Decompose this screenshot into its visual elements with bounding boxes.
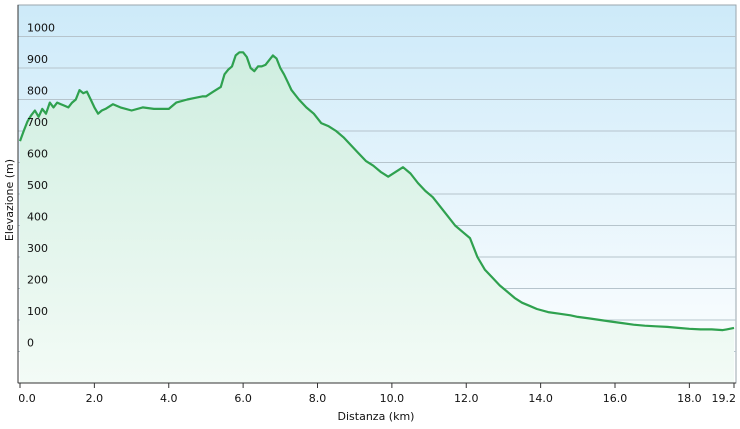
y-tick-label: 100 bbox=[27, 305, 48, 318]
x-tick-label: 18.0 bbox=[677, 392, 702, 405]
x-tick-label: 8.0 bbox=[309, 392, 327, 405]
x-tick-labels: 0.0 2.0 4.0 6.0 8.0 10.0 12.0 14.0 16.0 18.0 19.2 bbox=[18, 392, 736, 405]
y-tick-label: 400 bbox=[27, 211, 48, 224]
x-tick-label: 10.0 bbox=[380, 392, 405, 405]
y-tick-label: 200 bbox=[27, 274, 48, 287]
y-tick-label: 0 bbox=[27, 337, 34, 350]
x-axis-label: Distanza (km) bbox=[338, 410, 415, 423]
axes bbox=[17, 5, 736, 388]
y-tick-label: 1000 bbox=[27, 22, 55, 35]
x-tick-label: 19.2 bbox=[712, 392, 737, 405]
x-tick-label: 16.0 bbox=[603, 392, 628, 405]
x-tick-label: 6.0 bbox=[234, 392, 252, 405]
y-tick-labels: 0 100 200 300 400 500 600 700 800 900 1000 bbox=[27, 22, 55, 350]
x-tick-label: 14.0 bbox=[528, 392, 553, 405]
y-tick-label: 800 bbox=[27, 85, 48, 98]
x-tick-label: 12.0 bbox=[454, 392, 479, 405]
x-tick-label: 0.0 bbox=[18, 392, 36, 405]
y-tick-label: 300 bbox=[27, 242, 48, 255]
y-axis-label: Elevazione (m) bbox=[3, 159, 16, 241]
x-tick-label: 4.0 bbox=[160, 392, 178, 405]
elevation-area-fill bbox=[20, 52, 734, 384]
y-tick-label: 900 bbox=[27, 53, 48, 66]
y-tick-label: 700 bbox=[27, 116, 48, 129]
y-tick-label: 600 bbox=[27, 148, 48, 161]
x-tick-label: 2.0 bbox=[86, 392, 104, 405]
y-tick-label: 500 bbox=[27, 179, 48, 192]
elevation-line bbox=[18, 51, 735, 332]
